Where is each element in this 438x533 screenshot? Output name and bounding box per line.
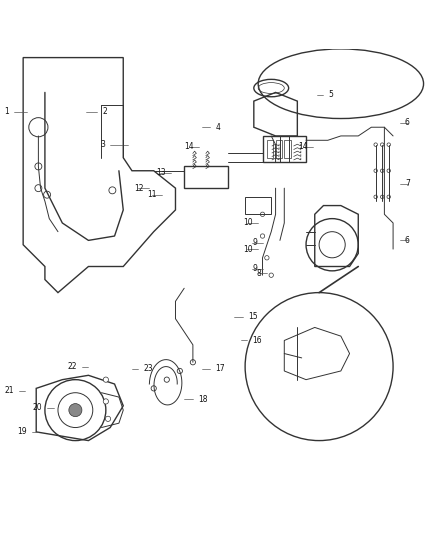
Circle shape <box>151 386 156 391</box>
Circle shape <box>103 399 109 404</box>
Text: 12: 12 <box>134 184 144 192</box>
Circle shape <box>190 360 195 365</box>
Circle shape <box>69 403 82 417</box>
Bar <box>284 140 291 158</box>
Text: 23: 23 <box>144 364 153 373</box>
Text: 5: 5 <box>328 90 334 99</box>
Text: 14: 14 <box>184 142 194 151</box>
Bar <box>276 140 282 158</box>
Circle shape <box>269 273 273 277</box>
Text: 19: 19 <box>17 427 27 437</box>
Text: 16: 16 <box>253 336 262 345</box>
Circle shape <box>106 416 111 422</box>
Circle shape <box>35 184 42 192</box>
Text: 21: 21 <box>4 386 14 395</box>
Text: 22: 22 <box>67 362 77 371</box>
Circle shape <box>177 368 183 374</box>
Circle shape <box>374 195 378 199</box>
Text: 13: 13 <box>156 168 166 177</box>
Text: 14: 14 <box>298 142 307 151</box>
Text: 1: 1 <box>4 108 9 117</box>
Circle shape <box>103 377 109 382</box>
Text: 9: 9 <box>252 238 257 247</box>
Circle shape <box>260 234 265 238</box>
Text: 2: 2 <box>102 108 107 117</box>
Text: 15: 15 <box>248 312 258 321</box>
Text: 7: 7 <box>405 179 410 188</box>
Circle shape <box>374 143 378 147</box>
Text: 6: 6 <box>405 118 410 127</box>
Text: 3: 3 <box>100 140 105 149</box>
Circle shape <box>387 143 391 147</box>
Circle shape <box>381 195 384 199</box>
Circle shape <box>374 169 378 173</box>
Text: 9: 9 <box>252 264 257 273</box>
Circle shape <box>265 256 269 260</box>
Text: 18: 18 <box>198 395 208 403</box>
Text: 20: 20 <box>32 403 42 413</box>
Text: 11: 11 <box>148 190 157 199</box>
Text: 6: 6 <box>405 236 410 245</box>
Text: 4: 4 <box>215 123 220 132</box>
Circle shape <box>387 169 391 173</box>
Text: 17: 17 <box>215 364 225 373</box>
Text: 10: 10 <box>244 219 253 228</box>
Circle shape <box>164 377 170 382</box>
Circle shape <box>381 169 384 173</box>
Circle shape <box>387 195 391 199</box>
Text: 8: 8 <box>257 269 261 278</box>
Circle shape <box>381 143 384 147</box>
Bar <box>267 140 273 158</box>
Circle shape <box>260 212 265 216</box>
Circle shape <box>35 163 42 170</box>
Text: 10: 10 <box>244 245 253 254</box>
